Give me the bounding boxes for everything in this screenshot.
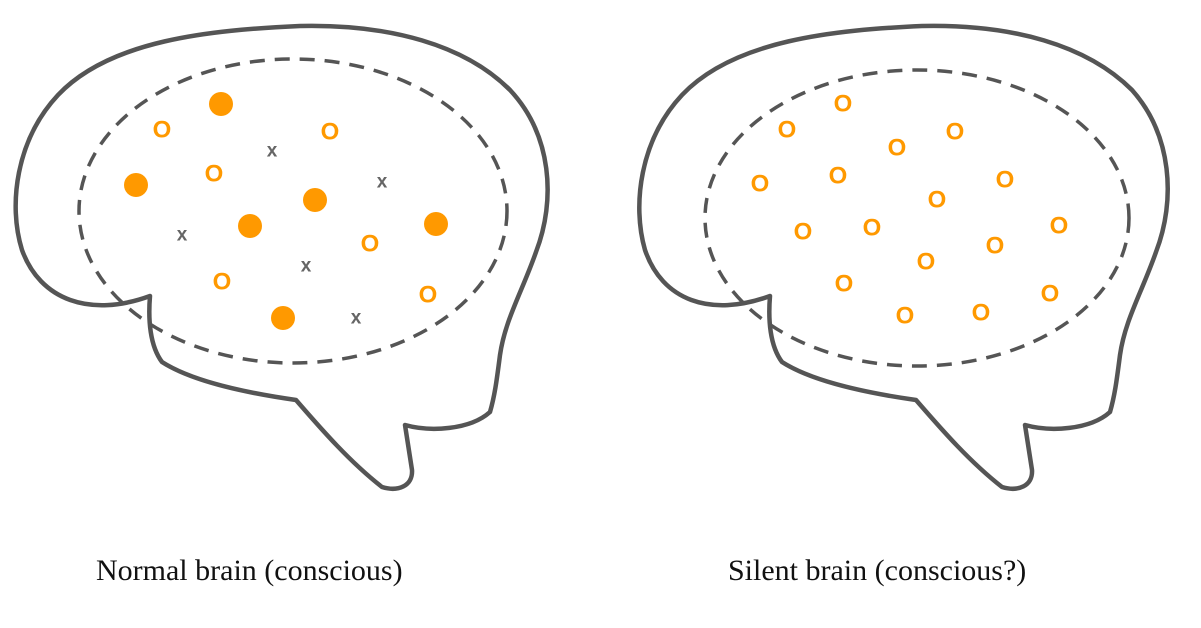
idle-neuron-o: O — [205, 161, 224, 188]
idle-neuron-o: O — [946, 119, 965, 146]
active-neuron-dot — [303, 188, 327, 212]
idle-neuron-o: O — [986, 233, 1005, 260]
caption-silent-brain: Silent brain (conscious?) — [728, 554, 1027, 587]
idle-neuron-o: O — [1050, 213, 1069, 240]
active-neuron-dot — [424, 212, 448, 236]
idle-neuron-o: O — [361, 231, 380, 258]
dashed-region — [703, 68, 1131, 368]
idle-neuron-o: O — [213, 269, 232, 296]
active-neuron-dot — [238, 214, 262, 238]
idle-neuron-o: O — [829, 163, 848, 190]
active-neuron-dot — [209, 92, 233, 116]
idle-neuron-o: O — [794, 219, 813, 246]
idle-neuron-o: O — [996, 167, 1015, 194]
idle-neuron-o: O — [835, 271, 854, 298]
idle-neuron-o: O — [863, 215, 882, 242]
idle-neuron-o: O — [888, 135, 907, 162]
inactive-neuron-x: x — [351, 308, 362, 329]
caption-normal-brain: Normal brain (conscious) — [96, 554, 403, 587]
inactive-neuron-x: x — [177, 225, 188, 246]
dashed-region — [77, 57, 509, 365]
active-neuron-dot — [124, 173, 148, 197]
inactive-neuron-x: x — [301, 256, 312, 277]
idle-neuron-o: O — [972, 300, 991, 327]
normal-brain-diagram: O Ox Ox Ox Ox Ox — [13, 23, 550, 491]
inactive-neuron-x: x — [377, 172, 388, 193]
idle-neuron-o: O — [778, 117, 797, 144]
idle-neuron-o: O — [834, 91, 853, 118]
brain-outline — [13, 23, 550, 491]
active-neuron-dot — [271, 306, 295, 330]
idle-neuron-o: O — [928, 187, 947, 214]
idle-neuron-o: O — [917, 249, 936, 276]
idle-neuron-o: O — [419, 282, 438, 309]
neuron-marks: O Ox Ox Ox Ox Ox — [124, 92, 448, 330]
idle-neuron-o: O — [153, 117, 172, 144]
idle-neuron-o: O — [1041, 281, 1060, 308]
idle-neuron-o: O — [751, 171, 770, 198]
inactive-neuron-x: x — [267, 141, 278, 162]
idle-neuron-o: O — [896, 303, 915, 330]
brain-outline — [637, 23, 1170, 491]
idle-neuron-o: O — [321, 119, 340, 146]
